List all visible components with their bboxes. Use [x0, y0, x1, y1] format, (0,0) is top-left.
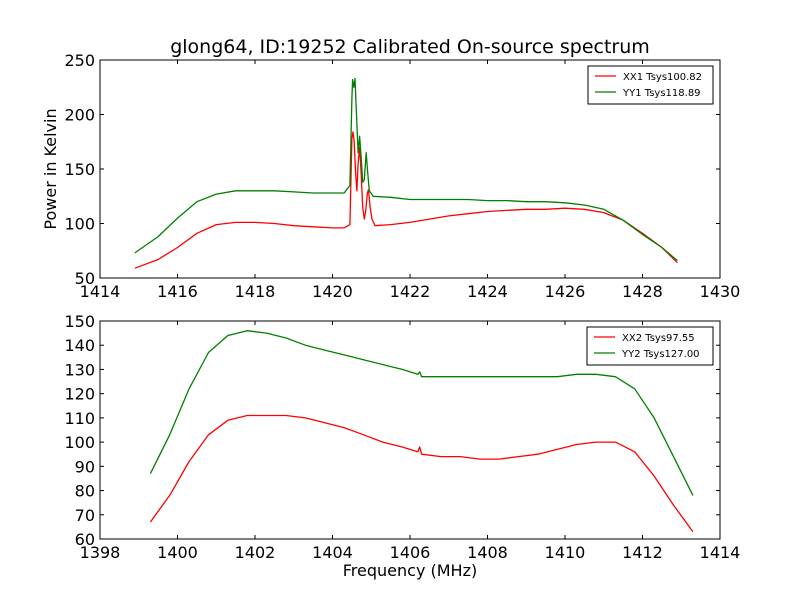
x-tick-label: 1426 — [545, 282, 586, 301]
x-tick-label: 1412 — [622, 543, 663, 562]
y-tick-label: 130 — [64, 360, 95, 379]
x-tick-label: 1400 — [157, 543, 198, 562]
y-tick-label: 50 — [75, 269, 95, 288]
x-tick-label: 1402 — [235, 543, 276, 562]
series-line-yy1 — [134, 77, 678, 262]
x-tick-label: 1408 — [467, 543, 508, 562]
x-tick-label: 1404 — [312, 543, 353, 562]
x-tick-label: 1418 — [235, 282, 276, 301]
x-tick-label: 1414 — [700, 543, 741, 562]
legend-entry: YY1 Tsys118.89 — [622, 88, 701, 99]
y-tick-label: 80 — [75, 482, 95, 501]
x-tick-label: 1420 — [312, 282, 353, 301]
x-tick-label: 1430 — [700, 282, 741, 301]
y-tick-label: 100 — [64, 433, 95, 452]
x-tick-label: 1410 — [545, 543, 586, 562]
y-axis-label: Power in Kelvin — [41, 108, 60, 229]
legend: XX2 Tsys97.55 YY2 Tsys127.00 — [586, 326, 714, 366]
legend-entry: YY2 Tsys127.00 — [621, 349, 700, 360]
x-tick-label: 1428 — [622, 282, 663, 301]
x-axis-label: Frequency (MHz) — [343, 561, 477, 580]
legend-entry: XX2 Tsys97.55 — [622, 333, 695, 344]
y-tick-label: 140 — [64, 336, 95, 355]
series-line-yy2 — [149, 330, 694, 496]
x-tick-label: 1422 — [390, 282, 431, 301]
x-tick-label: 1416 — [157, 282, 198, 301]
legend: XX1 Tsys100.82 YY1 Tsys118.89 — [587, 65, 714, 105]
y-tick-label: 150 — [64, 312, 95, 331]
legend-box — [587, 65, 714, 105]
y-tick-label: 60 — [75, 530, 95, 549]
x-tick-label: 1424 — [467, 282, 508, 301]
legend-box — [586, 326, 714, 366]
y-tick-label: 70 — [75, 506, 95, 525]
y-tick-label: 250 — [64, 51, 95, 70]
y-tick-label: 200 — [64, 106, 95, 125]
y-tick-label: 120 — [64, 385, 95, 404]
x-tick-label: 1406 — [390, 543, 431, 562]
y-tick-label: 100 — [64, 215, 95, 234]
y-tick-label: 110 — [64, 409, 95, 428]
y-tick-label: 150 — [64, 160, 95, 179]
y-tick-label: 90 — [75, 457, 95, 476]
series-line-xx2 — [149, 414, 694, 533]
chart-title: glong64, ID:19252 Calibrated On-source s… — [170, 36, 650, 58]
bottom-chart: 1398 1400 1402 1404 1406 1408 1410 1412 1414 60 70… — [64, 312, 740, 580]
series-line-xx1 — [134, 131, 678, 269]
top-chart: 1414 1416 1418 1420 1422 1424 1426 1428 1430 50 10… — [41, 36, 740, 301]
legend-entry: XX1 Tsys100.82 — [623, 72, 702, 83]
x-tick-label: 1398 — [80, 543, 121, 562]
x-tick-label: 1414 — [80, 282, 121, 301]
